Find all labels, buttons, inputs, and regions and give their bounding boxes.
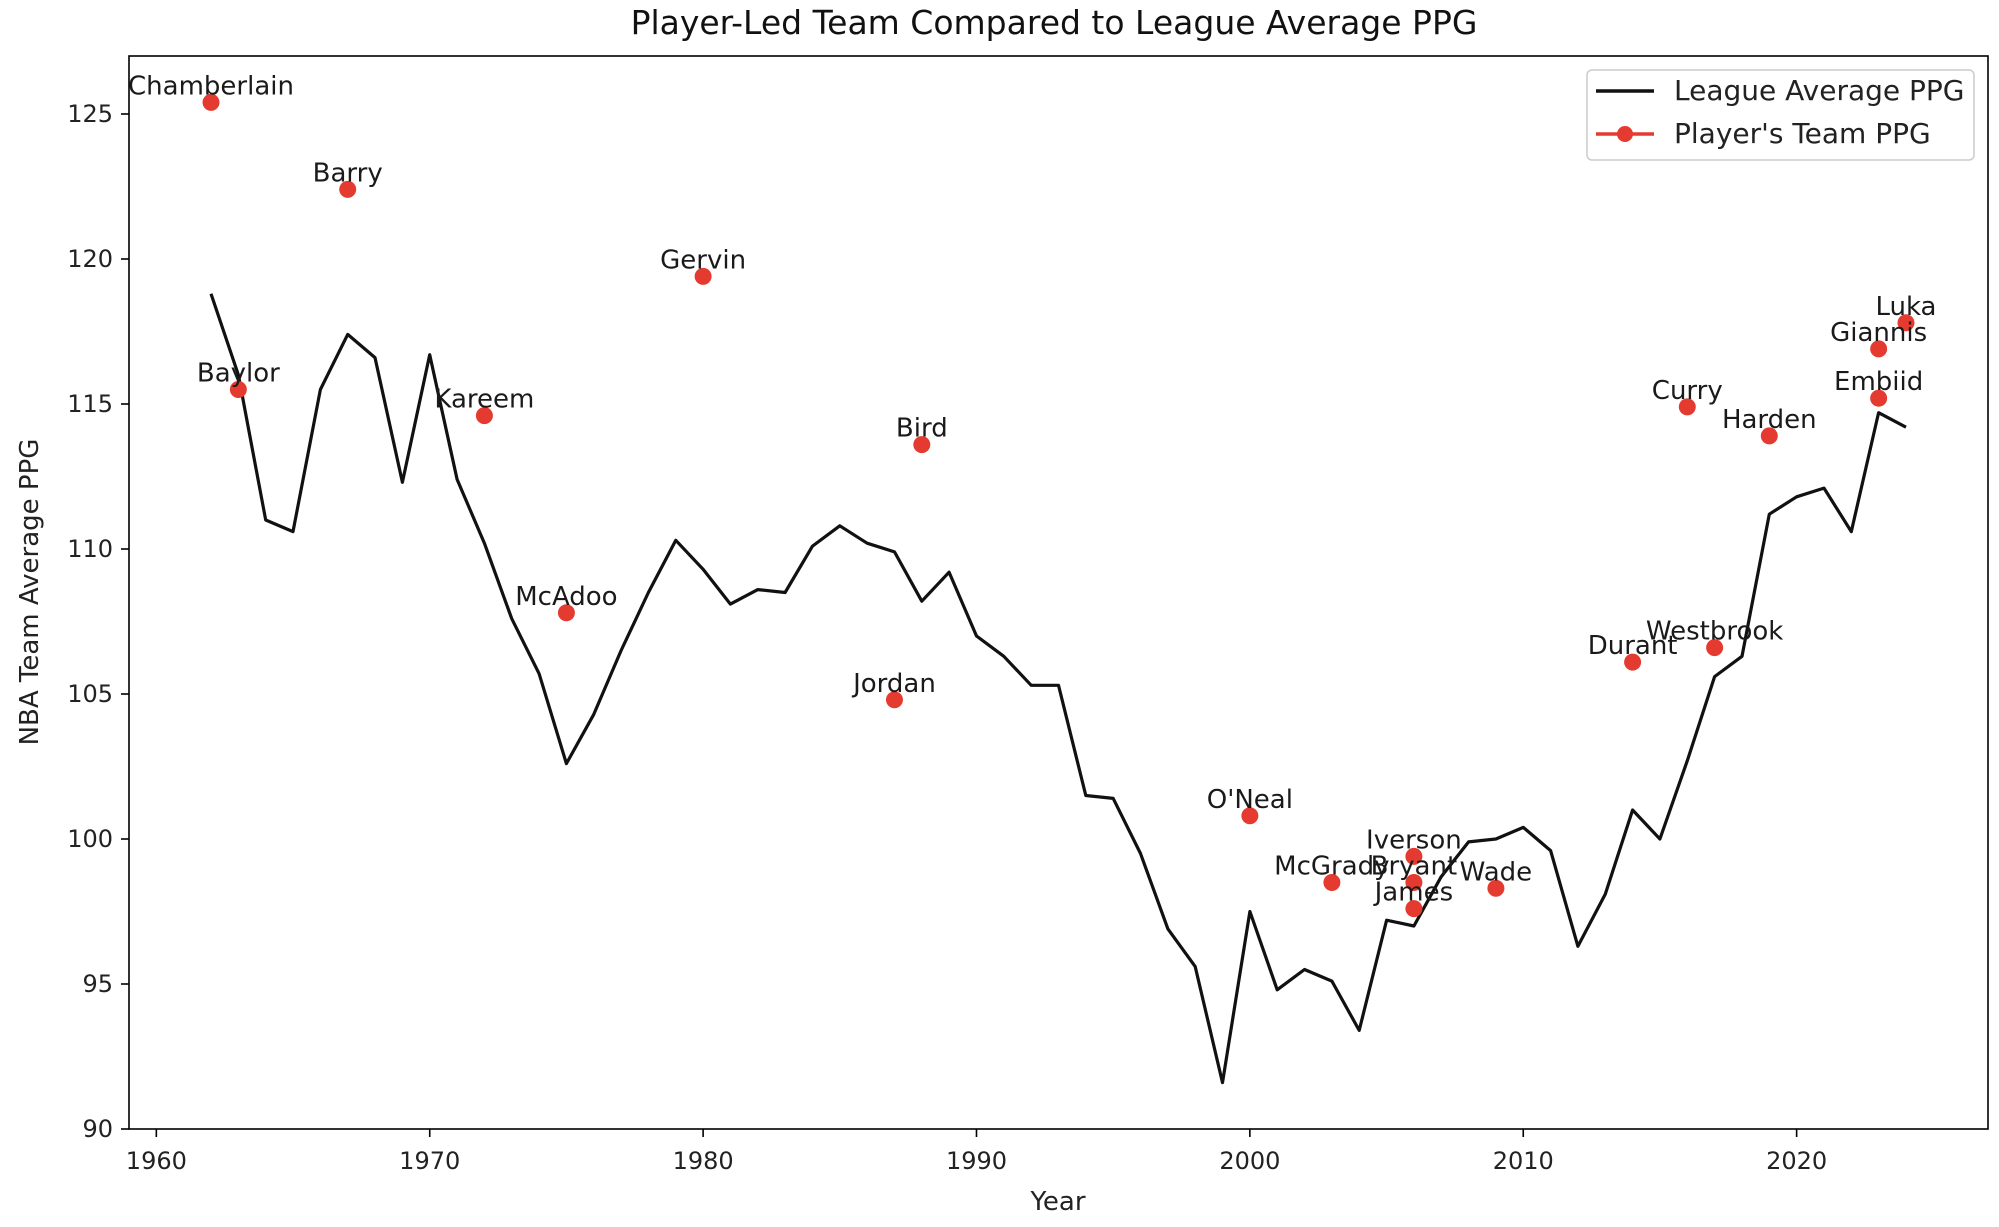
point-label-mcadoo: McAdoo	[515, 582, 617, 612]
point-luka	[1897, 314, 1915, 332]
y-axis-label: NBA Team Average PPG	[15, 439, 45, 746]
y-tick-label-120: 120	[67, 245, 113, 273]
point-label-kareem: Kareem	[434, 385, 534, 415]
point-baylor	[229, 381, 247, 398]
y-tick-label-125: 125	[67, 100, 113, 128]
point-label-barry: Barry	[313, 158, 383, 188]
point-bryant	[1405, 874, 1423, 891]
point-label-curry: Curry	[1652, 376, 1723, 406]
point-label-durant: Durant	[1588, 631, 1678, 661]
x-tick-label-1990: 1990	[946, 1147, 1007, 1175]
point-embiid	[1870, 389, 1888, 407]
legend: League Average PPG Player's Team PPG	[1586, 69, 1975, 161]
point-labels: Chamberlain Baylor Barry Kareem McAdoo Gervin…	[128, 71, 1936, 907]
point-bird	[913, 436, 931, 454]
point-westbrook	[1706, 639, 1724, 657]
point-o-neal	[1241, 807, 1259, 825]
y-tick-label-95: 95	[82, 970, 113, 998]
x-tick-label-1970: 1970	[399, 1147, 460, 1175]
y-tick-label-115: 115	[67, 390, 113, 418]
point-label-chamberlain: Chamberlain	[128, 71, 294, 101]
point-label-luka: Luka	[1875, 292, 1936, 322]
point-james	[1405, 900, 1423, 918]
series-layer	[202, 93, 1915, 1085]
point-label-mcgrady: McGrady	[1274, 852, 1389, 882]
point-giannis	[1870, 340, 1888, 358]
point-mcgrady	[1323, 874, 1341, 891]
x-tick-label-1960: 1960	[126, 1147, 187, 1175]
point-curry	[1678, 398, 1696, 416]
series-league-average-line	[209, 293, 1907, 1085]
point-label-o-neal: O'Neal	[1207, 785, 1293, 815]
point-kareem	[475, 407, 493, 425]
legend-box	[1586, 69, 1975, 161]
y-tick-label-90: 90	[82, 1115, 113, 1143]
point-label-wade: Wade	[1460, 857, 1532, 887]
point-label-jordan: Jordan	[851, 669, 936, 699]
x-tick-label-2020: 2020	[1766, 1147, 1827, 1175]
point-label-embiid: Embiid	[1834, 367, 1923, 397]
x-tick-label-2010: 2010	[1493, 1147, 1554, 1175]
y-tick-label-110: 110	[67, 535, 113, 563]
point-label-bryant: Bryant	[1371, 852, 1458, 882]
point-label-james: James	[1373, 878, 1453, 908]
point-gervin	[694, 267, 712, 285]
point-label-gervin: Gervin	[660, 245, 746, 275]
plot-area-frame	[128, 55, 1989, 1130]
x-axis-label: Year	[1029, 1187, 1085, 1217]
chart-title: Player-Led Team Compared to League Avera…	[631, 3, 1478, 42]
y-axis: 90 95 100 105 110 115 120 125	[67, 100, 129, 1143]
point-chamberlain	[202, 93, 220, 111]
point-iverson	[1405, 847, 1423, 865]
legend-player-label: Player's Team PPG	[1674, 117, 1931, 150]
point-durant	[1624, 653, 1642, 671]
point-jordan	[885, 691, 903, 709]
point-label-iverson: Iverson	[1366, 825, 1462, 855]
point-label-westbrook: Westbrook	[1646, 617, 1783, 647]
point-barry	[339, 180, 357, 198]
x-tick-label-2000: 2000	[1219, 1147, 1280, 1175]
point-label-harden: Harden	[1722, 405, 1817, 435]
legend-league-label: League Average PPG	[1674, 74, 1965, 107]
x-axis: 1960 1970 1980 1990 2000 2010 2020	[126, 1129, 1827, 1175]
point-harden	[1760, 427, 1778, 445]
x-tick-label-1980: 1980	[673, 1147, 734, 1175]
point-label-bird: Bird	[896, 414, 948, 444]
point-mcadoo	[557, 604, 575, 622]
y-tick-label-105: 105	[67, 680, 113, 708]
point-wade	[1487, 879, 1505, 897]
point-label-baylor: Baylor	[197, 359, 280, 389]
legend-player-marker	[1617, 126, 1633, 142]
point-label-giannis: Giannis	[1830, 318, 1927, 348]
y-tick-label-100: 100	[67, 825, 113, 853]
